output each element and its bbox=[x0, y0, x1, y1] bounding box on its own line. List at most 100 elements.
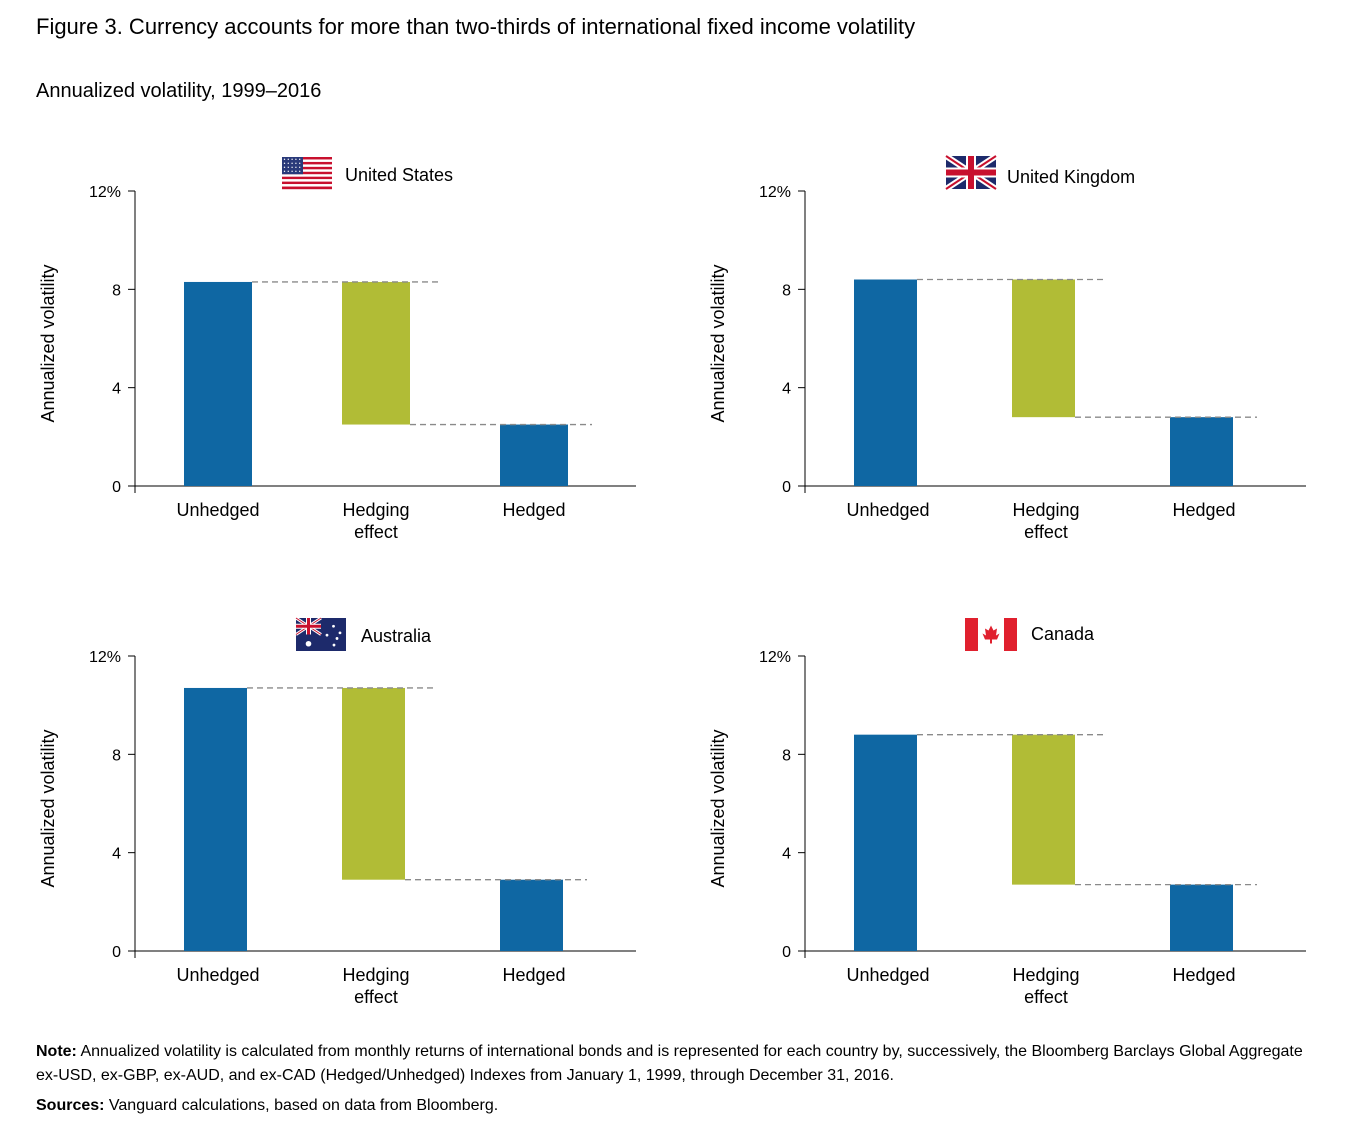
sources: Sources: Vanguard calculations, based on… bbox=[36, 1094, 1306, 1118]
flag-star bbox=[283, 158, 286, 160]
bar-unhedged bbox=[184, 687, 247, 951]
note-text: Annualized volatility is calculated from… bbox=[36, 1043, 1303, 1084]
sources-label: Sources: bbox=[36, 1097, 105, 1114]
x-category-label: Unhedged bbox=[846, 965, 929, 985]
x-category-label: Unhedged bbox=[846, 500, 929, 520]
us-flag-icon bbox=[282, 157, 332, 190]
sources-text: Vanguard calculations, based on data fro… bbox=[108, 1097, 499, 1114]
x-category-label: Hedged bbox=[502, 965, 565, 985]
flag-stripe bbox=[282, 179, 332, 182]
bar-hedging-effect bbox=[342, 687, 405, 880]
bar-unhedged bbox=[854, 734, 917, 951]
flag-star bbox=[299, 166, 301, 168]
x-category-label: Hedging bbox=[1012, 500, 1079, 520]
bar-hedging-effect bbox=[1012, 279, 1075, 418]
x-category-label: effect bbox=[1024, 987, 1068, 1007]
canada-flag-icon bbox=[965, 618, 1017, 651]
flag-stripe bbox=[282, 169, 332, 172]
flag-stripe bbox=[282, 176, 332, 180]
x-category-label: effect bbox=[354, 522, 398, 542]
flag-star bbox=[283, 166, 286, 168]
flag-star bbox=[291, 158, 293, 160]
chart-panel-australia: Australia 0 4 8 12% Annualized volatility Unhe… bbox=[38, 616, 636, 1007]
flag-star bbox=[287, 162, 289, 164]
y-tick-label: 0 bbox=[782, 479, 791, 496]
flag-star bbox=[305, 640, 312, 647]
flag-star bbox=[295, 166, 297, 168]
flag-star bbox=[291, 166, 293, 168]
flag-stripe bbox=[282, 164, 332, 168]
flag-star bbox=[287, 170, 289, 172]
y-tick-label: 8 bbox=[112, 747, 121, 764]
flag-star bbox=[291, 162, 293, 164]
y-tick-label: 8 bbox=[782, 747, 791, 764]
flag-band bbox=[965, 618, 978, 651]
bar-hedging-effect bbox=[342, 281, 410, 425]
flag-star bbox=[299, 170, 301, 172]
bar-unhedged bbox=[854, 279, 917, 486]
flag-cross-red bbox=[946, 169, 996, 176]
y-tick-label: 0 bbox=[112, 479, 121, 496]
flag-star bbox=[295, 158, 297, 160]
figure-subtitle: Annualized volatility, 1999–2016 bbox=[36, 80, 322, 102]
y-tick-label: 8 bbox=[782, 282, 791, 299]
flag-star bbox=[332, 643, 336, 647]
y-tick-label: 4 bbox=[782, 846, 791, 863]
bar-hedged bbox=[1170, 884, 1233, 951]
flag-star bbox=[332, 624, 335, 628]
maple-leaf bbox=[982, 625, 1000, 644]
chart-title: United Kingdom bbox=[1007, 167, 1135, 187]
flag-star bbox=[287, 158, 289, 160]
flag-stripe bbox=[282, 171, 332, 175]
flag-stripe bbox=[282, 174, 332, 177]
bar-unhedged bbox=[184, 281, 252, 486]
chart-title: Canada bbox=[1031, 624, 1095, 644]
y-tick-label: 8 bbox=[112, 282, 121, 299]
flag-stripe bbox=[282, 157, 332, 160]
y-tick-label: 12% bbox=[89, 649, 121, 666]
chart-panel-united-states: United States 0 4 8 12% Annualized volatility… bbox=[38, 157, 636, 542]
flag-cross-red bbox=[296, 624, 321, 628]
chart-panel-canada: Canada 0 4 8 12% Annualized volatility Unhedge… bbox=[708, 618, 1306, 1007]
flag-star bbox=[295, 162, 297, 164]
y-tick-label: 12% bbox=[759, 184, 791, 201]
flag-star bbox=[299, 158, 301, 160]
note-label: Note: bbox=[36, 1043, 77, 1060]
flag-stripe bbox=[282, 166, 332, 170]
y-tick-label: 4 bbox=[782, 381, 791, 398]
y-tick-label: 12% bbox=[89, 184, 121, 201]
y-axis-label: Annualized volatility bbox=[708, 729, 728, 887]
chart-title: United States bbox=[345, 165, 453, 185]
flag-star bbox=[299, 162, 301, 164]
flag-band bbox=[1004, 618, 1017, 651]
figure-title: Figure 3. Currency accounts for more tha… bbox=[36, 14, 916, 39]
x-category-label: Hedged bbox=[1172, 500, 1235, 520]
y-tick-label: 0 bbox=[782, 944, 791, 961]
x-category-label: Hedged bbox=[1172, 965, 1235, 985]
y-tick-label: 4 bbox=[112, 846, 121, 863]
x-category-label: Unhedged bbox=[176, 500, 259, 520]
flag-stripe bbox=[282, 186, 332, 190]
x-category-label: effect bbox=[1024, 522, 1068, 542]
y-tick-label: 4 bbox=[112, 381, 121, 398]
flag-star bbox=[295, 170, 297, 172]
y-axis-label: Annualized volatility bbox=[38, 264, 58, 422]
chart-title: Australia bbox=[361, 626, 432, 646]
bar-hedging-effect bbox=[1012, 734, 1075, 885]
flag-star bbox=[325, 633, 329, 637]
bar-hedged bbox=[1170, 417, 1233, 486]
chart-panel-united-kingdom: United Kingdom 0 4 8 12% Annualized volatilit… bbox=[708, 153, 1306, 542]
australia-flag-icon bbox=[295, 616, 346, 651]
flag-star bbox=[283, 170, 286, 172]
x-category-label: Hedging bbox=[1012, 965, 1079, 985]
y-tick-label: 0 bbox=[112, 944, 121, 961]
note: Note: Annualized volatility is calculate… bbox=[36, 1040, 1306, 1088]
flag-star bbox=[338, 631, 342, 635]
flag-star bbox=[291, 170, 293, 172]
bar-hedged bbox=[500, 424, 568, 486]
flag-stripe bbox=[282, 181, 332, 185]
flag-star bbox=[283, 162, 286, 164]
flag-stripe bbox=[282, 184, 332, 187]
x-category-label: Hedged bbox=[502, 500, 565, 520]
charts-canvas: United States 0 4 8 12% Annualized volatility… bbox=[38, 153, 1306, 1007]
